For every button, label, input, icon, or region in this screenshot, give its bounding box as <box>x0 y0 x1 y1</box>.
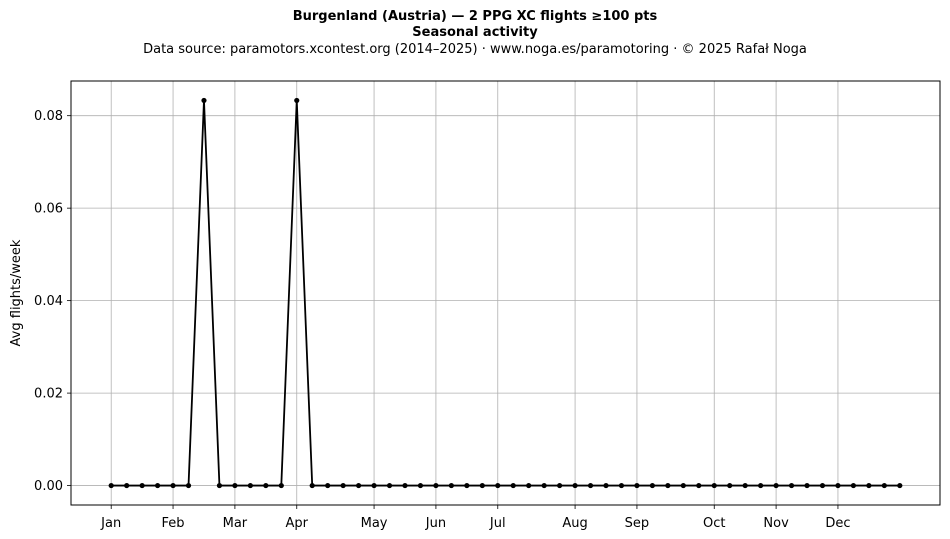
x-tick-label: Apr <box>286 516 309 531</box>
data-point <box>881 482 887 489</box>
data-point <box>742 482 748 489</box>
series-layer <box>108 97 903 489</box>
y-tick-label: 0.00 <box>34 479 63 494</box>
y-axis-label: Avg flights/week <box>9 239 24 346</box>
data-point <box>232 482 238 489</box>
x-tick-label: Mar <box>223 516 248 531</box>
data-point <box>835 482 841 489</box>
y-tick-label: 0.06 <box>34 202 63 217</box>
x-tick-label: Aug <box>562 516 587 531</box>
data-point <box>386 482 393 489</box>
data-point <box>309 482 315 489</box>
x-tick-label: Nov <box>763 516 789 531</box>
data-point <box>294 97 300 104</box>
data-point <box>788 482 795 489</box>
data-point <box>572 482 578 489</box>
data-point <box>618 482 625 489</box>
data-point <box>587 482 594 489</box>
data-point <box>170 482 176 489</box>
x-tick-label: Jun <box>425 516 446 531</box>
data-point <box>680 482 686 489</box>
data-point <box>634 482 640 489</box>
chart-header: Burgenland (Austria) — 2 PPG XC flights … <box>0 9 950 59</box>
data-point <box>417 482 424 489</box>
data-point <box>557 482 563 489</box>
data-point <box>433 482 439 489</box>
data-point <box>247 482 253 489</box>
data-point <box>263 482 269 489</box>
data-point <box>371 482 377 489</box>
data-point <box>402 482 408 489</box>
data-point <box>819 482 826 489</box>
data-source-note: Data source: paramotors.xcontest.org (20… <box>143 42 807 57</box>
x-tick-label: Sep <box>625 516 650 531</box>
data-point <box>897 482 903 489</box>
x-tick-label: May <box>361 516 388 531</box>
data-point <box>448 482 454 489</box>
data-point <box>139 482 145 489</box>
data-point <box>804 482 810 489</box>
chart-title: Burgenland (Austria) — 2 PPG XC flights … <box>292 9 658 24</box>
data-point <box>340 482 346 489</box>
data-point <box>216 482 223 489</box>
data-point <box>495 482 501 489</box>
data-point <box>325 482 331 489</box>
data-point <box>510 482 516 489</box>
x-tick-label: Dec <box>825 516 850 531</box>
plot-frame <box>70 80 941 506</box>
data-point <box>154 482 161 489</box>
data-point <box>866 482 872 489</box>
y-tick-label: 0.02 <box>34 387 63 402</box>
data-point <box>479 482 485 489</box>
data-point <box>108 482 114 489</box>
data-point <box>278 482 284 489</box>
series-line <box>111 99 900 487</box>
data-point <box>464 482 470 489</box>
data-point <box>201 97 207 104</box>
x-tick-label: Feb <box>162 516 185 531</box>
x-tick-label: Oct <box>703 516 725 531</box>
data-point <box>665 482 671 489</box>
data-point <box>526 482 532 489</box>
data-point <box>758 482 764 489</box>
data-point <box>603 482 609 489</box>
data-point <box>711 482 717 489</box>
data-point <box>696 482 702 489</box>
data-point <box>773 482 779 489</box>
data-point <box>541 482 547 489</box>
chart-subtitle: Seasonal activity <box>412 25 538 40</box>
data-point <box>356 482 362 489</box>
data-point <box>850 482 857 489</box>
y-tick-label: 0.08 <box>34 109 63 124</box>
y-tick-label: 0.04 <box>34 294 63 309</box>
x-tick-label: Jul <box>489 516 506 531</box>
data-point <box>727 482 733 489</box>
axis-ticks: Jan Feb Mar Apr May Jun Jul Aug Sep Oct Nov Dec 0.00… <box>34 109 850 531</box>
x-tick-label: Jan <box>100 516 121 531</box>
data-point <box>185 482 192 489</box>
data-point <box>124 482 130 489</box>
data-point <box>649 482 655 489</box>
